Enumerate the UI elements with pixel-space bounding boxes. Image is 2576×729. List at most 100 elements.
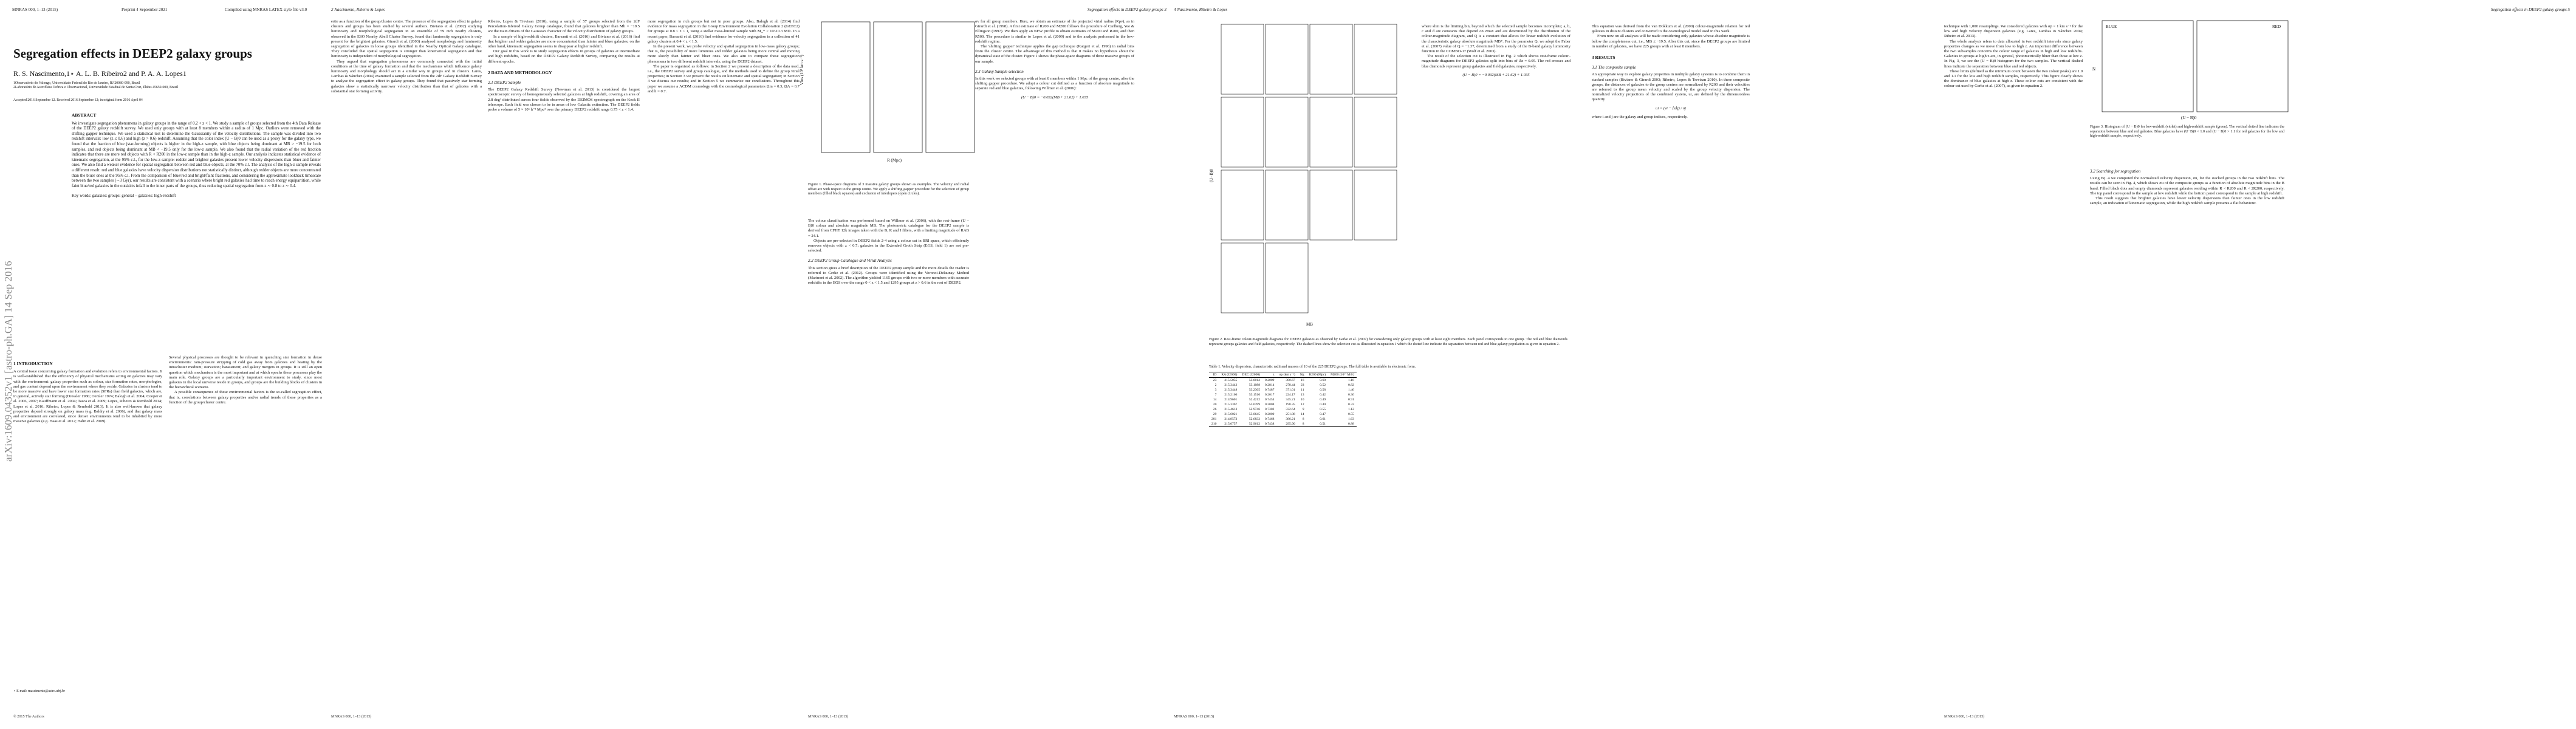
subsection-heading: 2.3 Galaxy Sample selection [975,69,1024,74]
y-axis-label: (U−B)0 [1209,169,1214,182]
table-cell: 0.82 [1348,383,1354,387]
table-cell: 1.18 [1348,378,1354,382]
abstract: ABSTRACT We investigate segregation phen… [72,112,321,199]
table-cell: 53.1516 [1249,392,1261,397]
affiliation: 1Observatório do Valongo, Universidade F… [13,81,140,85]
table-cell: 2 [1214,383,1217,387]
table-cell: 7 [1214,392,1217,397]
column: 1 INTRODUCTION A central issue concernin… [13,355,162,424]
affiliation: 2Laboratório de Astrofísica Teórica e Ob… [13,86,179,89]
authors: R. S. Nascimento,1⋆ A. L. B. Ribeiro2 an… [13,69,187,78]
paragraph: A possible consequence of these environm… [169,390,322,405]
subsection-heading: 3.2 Searching for segregation [2090,169,2141,174]
paper-title: Segregation effects in DEEP2 galaxy grou… [13,46,252,61]
table-cell: 300.67 [1286,378,1295,382]
table-cell: 0.7468 [1265,417,1275,421]
y-axis-label: N [2092,67,2096,72]
table-cell: 53.2305 [1249,388,1261,392]
paragraph: where i and j are the galaxy and group i… [1592,114,1688,119]
figure-2: (U−B)0 MB [1209,24,1403,337]
table-cell: 0.2017 [1265,392,1275,397]
paragraph: The whole analysis refers to data alloca… [1944,39,2083,69]
panel-frame [873,21,923,153]
running-header: Compiled using MNRAS LATEX style file v3… [225,7,307,12]
section-heading: 1 INTRODUCTION [13,361,53,366]
column: where slim is the limiting bin, beyond w… [1422,24,1571,81]
legend-label: RED [2272,24,2281,29]
paragraph: ertie as a function of the group/cluster… [331,19,482,59]
table-cell: 215.3442 [1224,383,1238,387]
table-row: 14 214.9601 52.4212 0.7454 345.21 10 0.49 0.91 [1209,397,1357,402]
subsection-heading: 2.2 DEEP2 Group Catalogue and Virial Ana… [808,258,892,264]
column: technique with 1,000 resamplings. We con… [1944,24,2083,89]
table-column-header: z [1272,372,1275,377]
table-cell: 224.17 [1286,392,1295,397]
table-column-header: σp (km s⁻¹) [1279,372,1295,377]
table-cell: 215.3367 [1224,402,1238,406]
table-1: ID RA (J2000) DEC (J2000) z σp (km s⁻¹) Ng R20… [1209,372,1357,427]
panel-frame [2196,20,2289,112]
paragraph: The paper is organized as follows: in Se… [648,64,800,94]
paragraph: In a sample of high-redshift clusters, B… [488,34,640,49]
table-cell: 0.2009 [1265,378,1275,382]
equation: (U − B)0 = −0.032(MB + 21.62) + 1.035 [1021,95,1089,100]
footer: MNRAS 000, 1–13 (2015) [808,714,849,719]
paragraph: Our goal in this work is to study segreg… [488,49,640,64]
figure-3: BLUE RED N (U − B)0 [2090,18,2290,125]
footer: MNRAS 000, 1–13 (2015) [331,714,372,719]
table-cell: 26 [1213,407,1217,411]
table-cell: 0.7487 [1265,388,1275,392]
table-cell: 215.3448 [1224,388,1238,392]
table-cell: 214.8573 [1224,417,1238,421]
table-cell: 3 [1214,388,1217,392]
table-cell: 1.46 [1348,388,1354,392]
arxiv-stamp: arXiv:1609.04352v1 [astro-ph.GA] 14 Sep … [2,261,14,462]
column: σv for all group members. Here, we obtai… [975,19,1134,104]
table-cell: 20 [1213,402,1217,406]
figure-2-plot [1221,24,1397,313]
paragraph: The 'shifting gapper' technique applies … [975,44,1134,64]
table-cell: 53.0399 [1249,402,1261,406]
table-row: 23 215.5055 53.0012 0.2009 300.67 16 0.60 1.18 [1209,377,1357,383]
affiliations: 1Observatório do Valongo, Universidade F… [13,81,317,90]
paragraph: This equation was derived from the van D… [1592,24,1750,34]
table-cell: 0.55 [1320,407,1326,411]
table-cell: 0.91 [1348,397,1354,402]
paragraph: The result of the selection cut is illus… [1422,54,1571,69]
subsection-heading: 2.1 DEEP2 Sample [488,80,521,86]
abstract-text: We investigate segregation phenomena in … [72,121,321,188]
figure-3-plot [2102,20,2289,112]
table-cell: 215.2166 [1224,392,1238,397]
paragraph: Objects are pre-selected in DEEP2 fields… [808,238,969,253]
column: more segregation in rich groups but not … [648,19,800,94]
footer: MNRAS 000, 1–13 (2015) [1174,714,1214,719]
column: ertie as a function of the group/cluster… [331,19,482,94]
equation: (U − B)0 = −0.032(MB + 21.62) + 1.035 [1462,72,1530,77]
table-cell: 386.21 [1286,417,1295,421]
table-row: 3 215.3448 53.2305 0.7487 371.01 11 0.58 1.46 [1209,388,1357,392]
x-axis-label: (U − B)0 [2181,115,2197,120]
paragraph: This section gives a brief description o… [808,265,969,286]
table-cell: 215.0757 [1224,422,1238,426]
paragraph: σv for all group members. Here, we obtai… [975,19,1134,44]
table-cell: 0.52 [1320,383,1326,387]
x-axis-label: R (Mpc) [887,158,902,163]
legend-label: BLUE [2106,24,2117,29]
table-cell: 278.44 [1286,383,1295,387]
table-cell: 0.40 [1320,402,1326,406]
paragraph: Ribeiro, Lopes & Trevisan (2010), using … [488,19,640,34]
paragraph: An appropriate way to explore galaxy pro… [1592,72,1750,102]
column: This equation was derived from the van D… [1592,24,1750,120]
table-cell: 52.9746 [1249,407,1261,411]
table-cell: 14 [1300,412,1304,416]
table-cell: 0.7438 [1265,422,1275,426]
table-cell: 0.61 [1320,417,1326,421]
table-cell: 201 [1211,417,1217,421]
figure-1: Vlos (10³ km s⁻¹) R (Mpc) [800,18,978,185]
table-cell: 53.0012 [1249,378,1261,382]
table-cell: 1.12 [1348,407,1354,411]
table-cell: 0.47 [1320,412,1326,416]
table-cell: 0.55 [1348,412,1354,416]
table-cell: 295.90 [1286,422,1295,426]
table-cell: 53.0645 [1249,412,1261,416]
